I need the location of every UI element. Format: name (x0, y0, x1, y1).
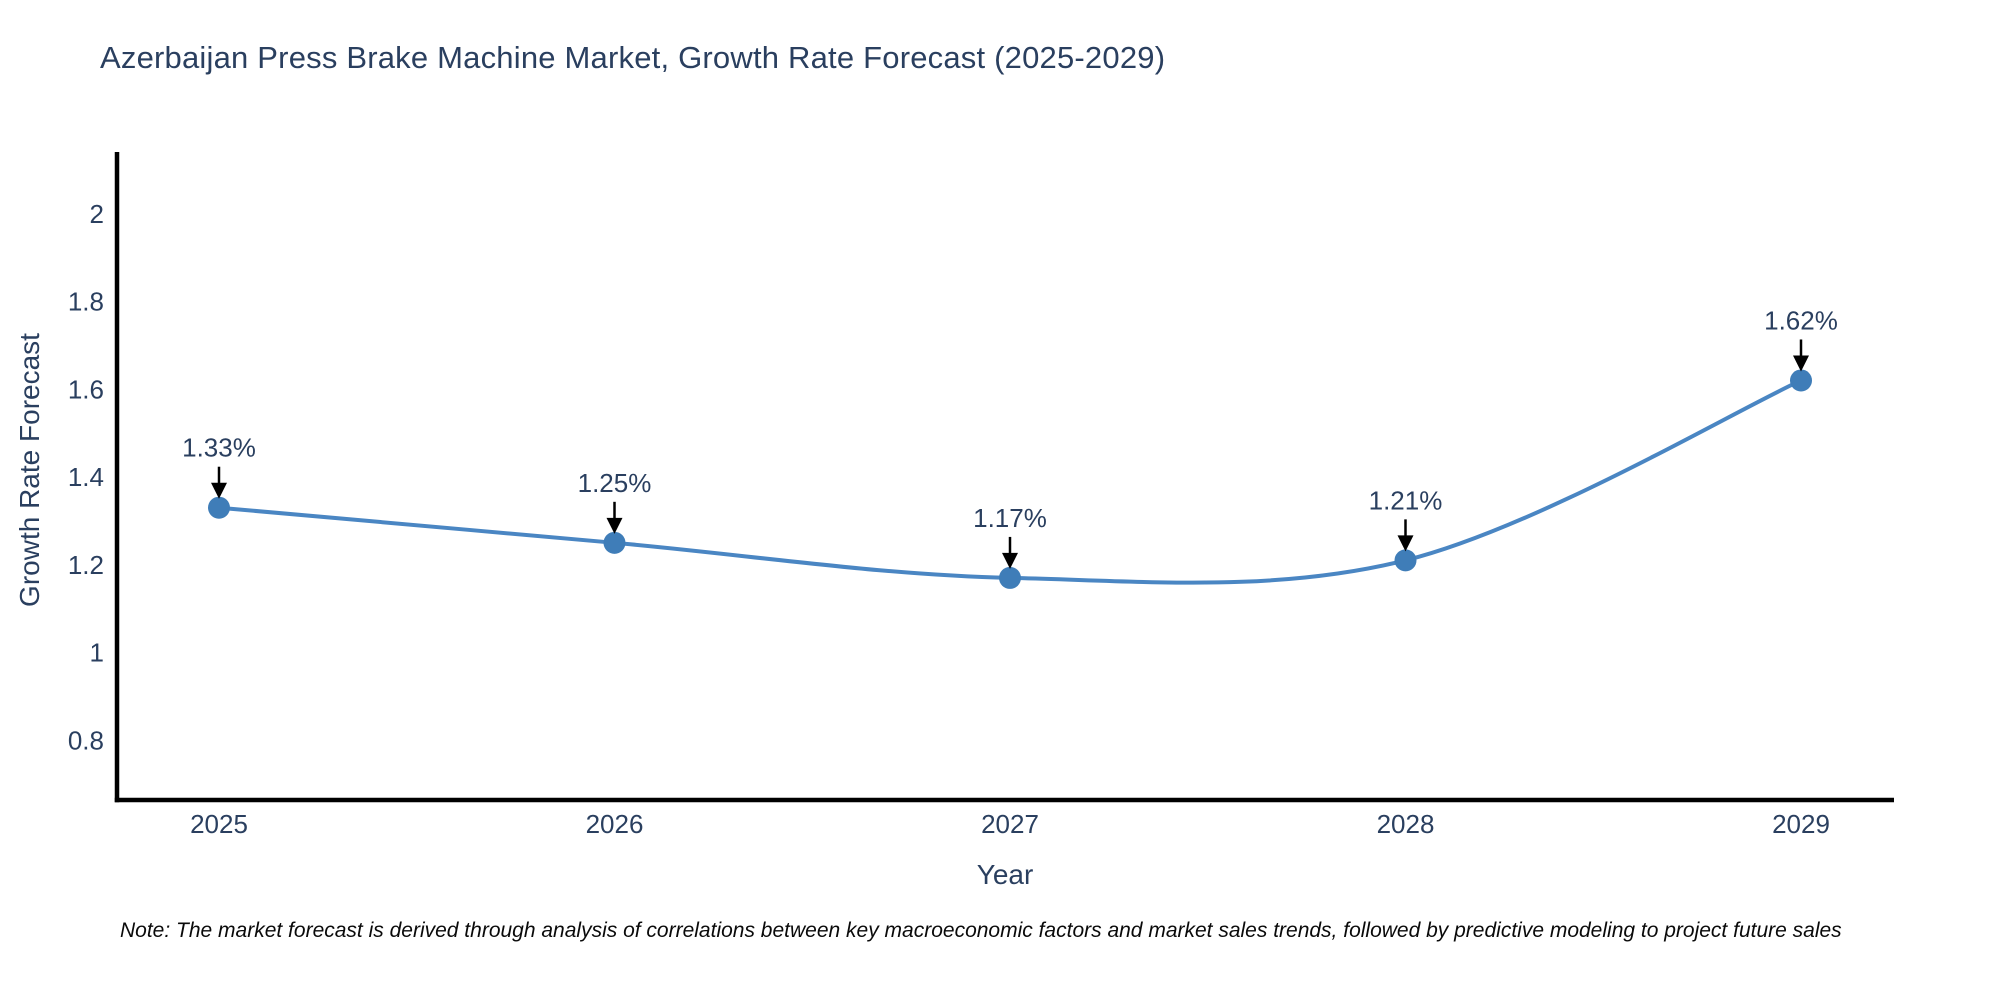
x-tick-label: 2027 (981, 809, 1039, 839)
annotation-label: 1.17% (973, 503, 1047, 533)
data-point-2025 (208, 496, 230, 519)
annotation-label: 1.33% (182, 433, 256, 463)
annotation-label: 1.25% (578, 468, 652, 498)
x-axis-title: Year (976, 859, 1034, 890)
data-point-2027 (999, 566, 1021, 589)
y-tick-label: 1.8 (68, 287, 104, 317)
x-tick-label: 2025 (190, 809, 248, 839)
annotation-arrowhead (606, 517, 623, 534)
y-tick-label: 1.4 (68, 462, 104, 492)
data-point-2026 (603, 531, 626, 554)
annotation-arrowhead (211, 482, 227, 499)
x-tick-label: 2028 (1377, 809, 1435, 839)
data-point-2028 (1394, 549, 1417, 572)
x-tick-label: 2029 (1772, 809, 1830, 839)
y-axis-title: Growth Rate Forecast (14, 333, 45, 607)
y-tick-label: 0.8 (68, 725, 104, 755)
footnote: Note: The market forecast is derived thr… (120, 919, 1842, 942)
data-point-2029 (1790, 369, 1812, 392)
y-tick-label: 2 (90, 199, 104, 229)
y-tick-label: 1.6 (68, 374, 104, 404)
annotation-arrowhead (1397, 535, 1414, 552)
y-tick-label: 1 (90, 638, 104, 668)
chart-title: Azerbaijan Press Brake Machine Market, G… (100, 40, 1166, 75)
annotation-arrowhead (1002, 552, 1018, 569)
annotation-arrowhead (1793, 355, 1809, 372)
x-tick-label: 2026 (586, 809, 644, 839)
y-tick-label: 1.2 (68, 550, 104, 580)
annotation-label: 1.21% (1369, 485, 1443, 515)
annotation-label: 1.62% (1764, 305, 1838, 335)
